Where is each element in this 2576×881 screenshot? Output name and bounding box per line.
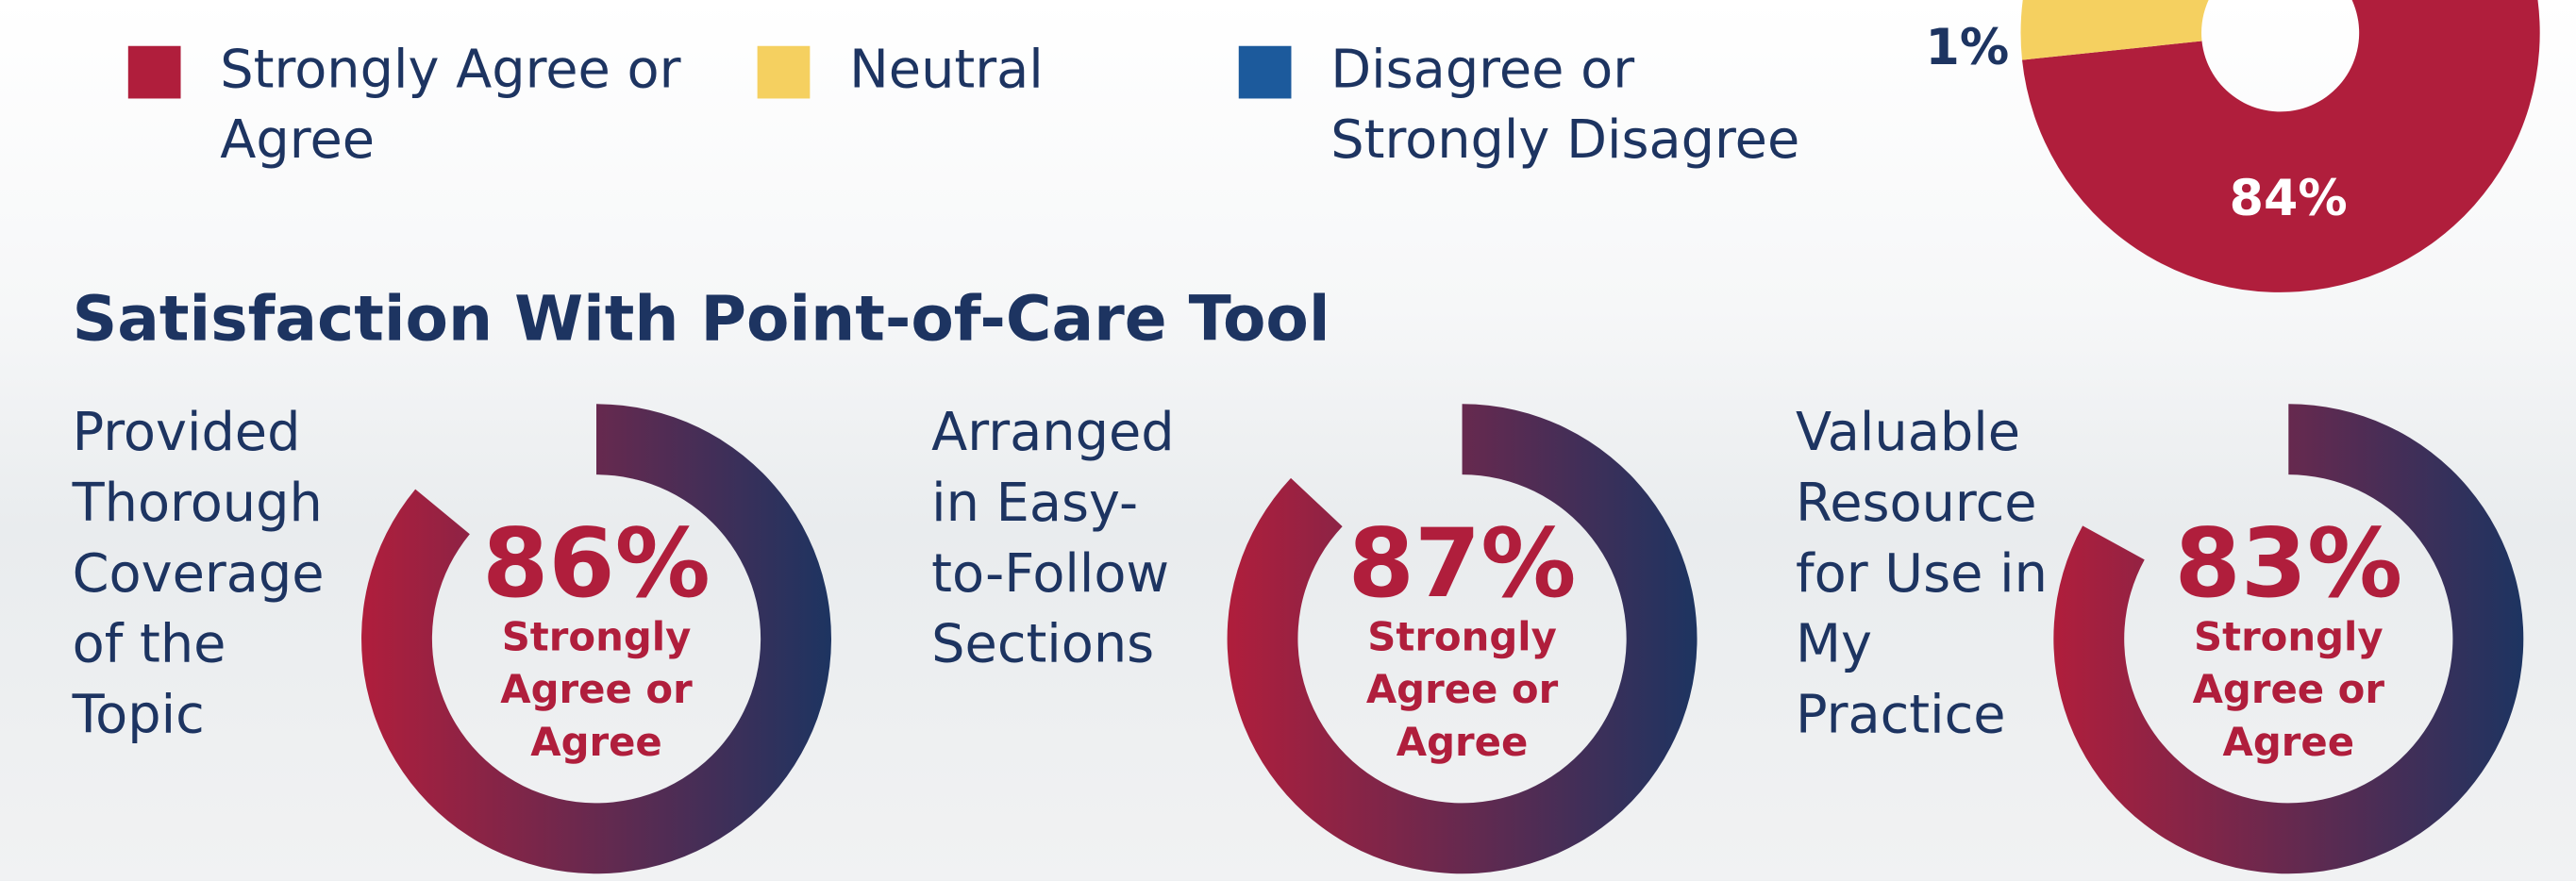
pie-slice [2020,0,2209,60]
gauge-subtitle: Strongly Agree or Agree [1365,614,1559,766]
gauge-arc [361,404,831,874]
legend-swatch [757,45,811,99]
data-label: 1% [1925,19,2010,77]
section-title: Satisfaction With Point-of-Care Tool [72,282,1330,356]
gauge-title: Provided Thorough Coverage of the Topic [72,400,325,746]
legend-swatch [127,45,181,99]
gauge-title: Arranged in Easy-to-Follow Sections [931,400,1175,675]
gauge-arc [2053,404,2524,874]
gauge-subtitle: Strongly Agree or Agree [500,614,693,766]
pie-slice [2022,0,2540,292]
data-label: 84% [2229,171,2348,229]
gauge-value: 86% [482,507,711,620]
gauge-value: 87% [1347,507,1577,620]
gauge-arc [1227,404,1698,874]
legend-label: Strongly Agree or Agree [220,38,681,172]
legend-label: Neutral [849,38,1044,101]
gauge-value: 83% [2174,507,2403,620]
gauge-title: Valuable Resource for Use in My Practice [1795,400,2048,746]
gauge-subtitle: Strongly Agree or Agree [2192,614,2384,766]
legend-swatch [1238,45,1292,99]
legend-label: Disagree or Strongly Disagree [1330,38,1800,172]
